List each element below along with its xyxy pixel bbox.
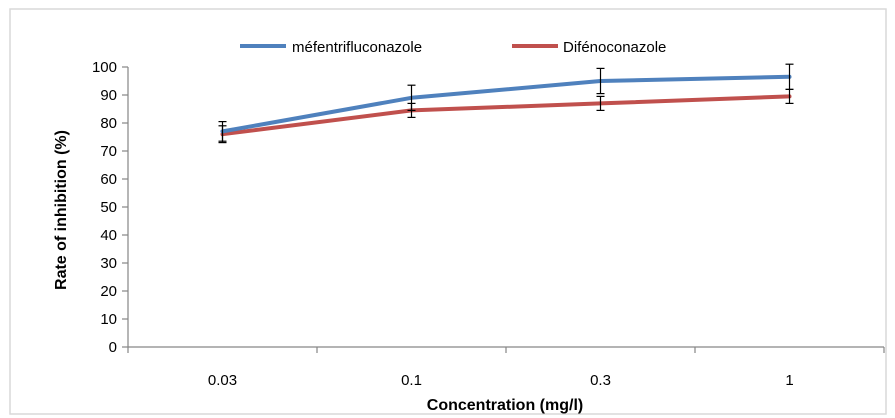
legend-label-mefentrifluconazole: méfentrifluconazole — [292, 39, 422, 56]
x-tick-label: 0.03 — [208, 372, 237, 389]
y-tick-label: 100 — [92, 59, 117, 76]
error-bar-difenoconazole — [596, 95, 605, 112]
legend-label-difenoconazole: Difénoconazole — [563, 39, 666, 56]
error-bar-mefentrifluconazole — [218, 120, 227, 142]
y-tick-label: 20 — [100, 283, 117, 300]
axes: 0 10 20 30 40 50 60 70 80 90 100 0.03 0.1 0.3 1 — [92, 59, 885, 389]
x-tick-label: 0.3 — [590, 372, 611, 389]
y-tick-label: 0 — [109, 339, 117, 356]
y-tick-label: 70 — [100, 143, 117, 160]
y-tick-label: 40 — [100, 227, 117, 244]
y-tick-label: 30 — [100, 255, 117, 272]
series-line-difenoconazole — [220, 94, 792, 137]
plot-area — [218, 63, 794, 144]
x-tick-label: 1 — [785, 372, 793, 389]
y-axis-title: Rate of inhibition (%) — [53, 130, 70, 290]
x-axis-title: Concentration (mg/l) — [427, 397, 583, 414]
legend: méfentrifluconazole Difénoconazole — [240, 39, 666, 56]
error-bar-mefentrifluconazole — [785, 63, 794, 91]
series-line-mefentrifluconazole — [220, 74, 792, 134]
chart-frame — [9, 8, 887, 415]
y-tick-label: 90 — [100, 87, 117, 104]
y-tick-label: 50 — [100, 199, 117, 216]
x-tick-label: 0.1 — [401, 372, 422, 389]
y-tick-label: 80 — [100, 115, 117, 132]
error-bar-mefentrifluconazole — [596, 67, 605, 95]
y-tick-label: 10 — [100, 311, 117, 328]
error-bar-mefentrifluconazole — [407, 84, 416, 112]
y-tick-label: 60 — [100, 171, 117, 188]
